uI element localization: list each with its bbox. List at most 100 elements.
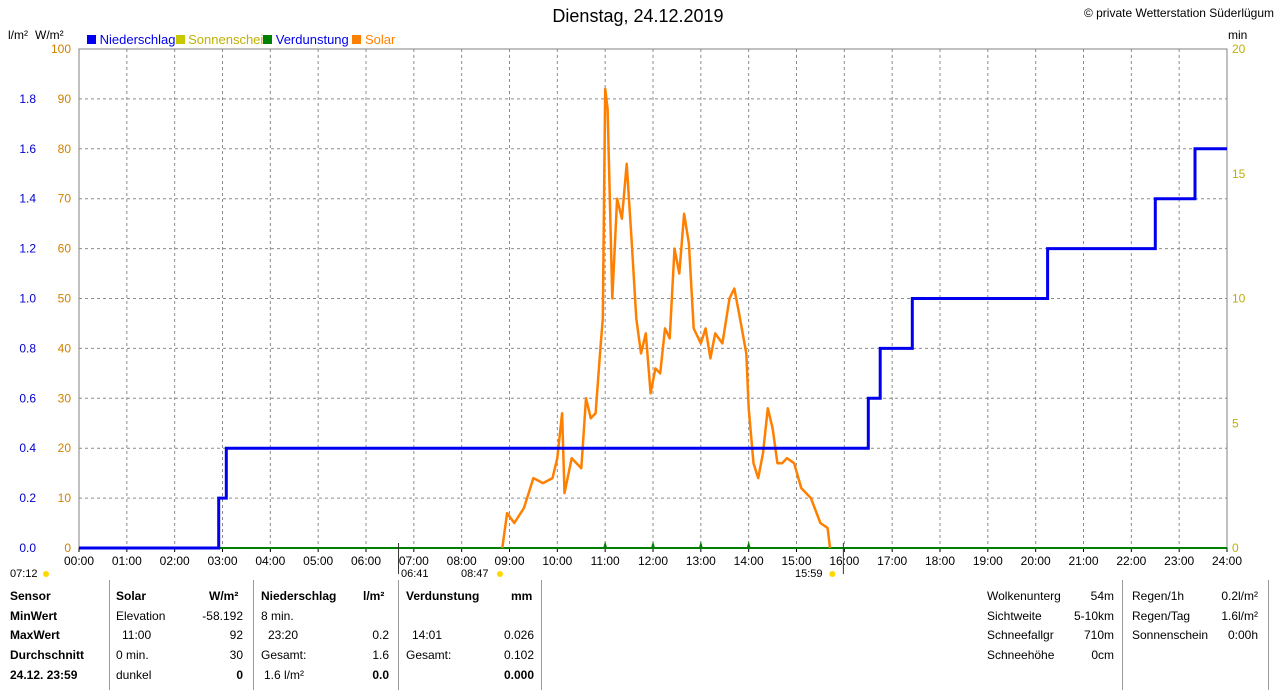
x-tick-label: 23:00 xyxy=(1164,554,1194,568)
sensor-header: Sensor xyxy=(10,589,51,603)
solar-current-label: dunkel xyxy=(116,668,152,682)
verdunstung-max-label: 14:01 xyxy=(412,628,443,642)
niederschlag-current-label: 1.6 l/m² xyxy=(264,668,305,682)
y-solar-tick-label: 80 xyxy=(58,142,72,156)
x-tick-label: 22:00 xyxy=(1116,554,1146,568)
x-tick-label: 11:00 xyxy=(591,554,620,568)
y-sunshine-tick-label: 15 xyxy=(1232,167,1246,181)
legend-niederschlag: Niederschlag xyxy=(99,32,176,48)
regen-tag-value: 1.6l/m² xyxy=(1221,609,1258,623)
sichtweite-label: Sichtweite xyxy=(987,609,1042,623)
solar-end-dot xyxy=(829,571,836,577)
wolkenunterg-label: Wolkenunterg xyxy=(987,589,1061,603)
y-solar-tick-label: 90 xyxy=(58,92,72,106)
solar-avg-value: 30 xyxy=(229,648,243,662)
durchschnitt-label: Durchschnitt xyxy=(10,648,85,662)
solar-max-value: 92 xyxy=(229,628,243,642)
solar-start-dot xyxy=(496,571,503,577)
chart-series xyxy=(79,87,1227,550)
solar-unit: W/m² xyxy=(209,589,239,603)
legend-verdunstung: Verdunstung xyxy=(275,32,349,48)
verdunstung-max-value: 0.026 xyxy=(503,628,534,642)
legend-swatch-niederschlag xyxy=(87,35,96,45)
sonnenschein-value: 0:00h xyxy=(1227,628,1258,642)
x-tick-label: 02:00 xyxy=(160,554,190,568)
marker-left-edge: 07:12 xyxy=(10,568,38,580)
marker-sunset: 15:59 xyxy=(795,568,823,580)
x-tick-label: 14:00 xyxy=(734,554,764,568)
x-tick-label: 24:00 xyxy=(1212,554,1242,568)
weather-chart: 00:00 01:00 02:00 03:00 04:00 05:00 06:00 07:00… xyxy=(19,42,1246,577)
y-precip-tick-label: 0.4 xyxy=(19,441,36,455)
solar-min-label: Elevation xyxy=(116,609,166,623)
marker-solar-start: 08:47 xyxy=(461,568,489,580)
x-tick-label: 13:00 xyxy=(686,554,716,568)
x-tick-label: 19:00 xyxy=(973,554,1003,568)
solar-max-label: 11:00 xyxy=(122,628,152,642)
regen-tag-label: Regen/Tag xyxy=(1132,609,1191,623)
niederschlag-max-value: 0.2 xyxy=(372,628,389,642)
x-tick-label: 06:00 xyxy=(351,554,381,568)
maxwert-label: MaxWert xyxy=(10,628,60,642)
y-precip-tick-label: 1.2 xyxy=(19,242,36,256)
x-tick-label: 15:00 xyxy=(781,554,811,568)
y-solar-tick-label: 0 xyxy=(64,541,71,555)
y-sunshine-tick-label: 0 xyxy=(1232,541,1239,555)
regen-1h-label: Regen/1h xyxy=(1132,589,1185,603)
x-tick-label: 01:00 xyxy=(112,554,142,568)
legend-swatch-verdunstung xyxy=(263,35,273,45)
copyright-text: © private Wetterstation Süderlügum xyxy=(1083,6,1274,20)
series-verdunstung-point xyxy=(746,541,751,548)
legend-swatch-solar xyxy=(352,35,362,45)
minwert-label: MinWert xyxy=(10,609,58,623)
chart-axes: 00:00 01:00 02:00 03:00 04:00 05:00 06:00 07:00… xyxy=(19,42,1245,568)
y-precip-tick-label: 0.2 xyxy=(19,491,36,505)
niederschlag-unit: l/m² xyxy=(363,589,385,603)
y-solar-tick-label: 100 xyxy=(51,42,71,56)
y-solar-tick-label: 30 xyxy=(58,391,72,405)
y-precip-tick-label: 0.6 xyxy=(19,391,36,405)
x-tick-label: 21:00 xyxy=(1068,554,1098,568)
verdunstung-current-value: 0.000 xyxy=(503,668,534,682)
y-precip-tick-label: 1.6 xyxy=(19,142,36,156)
x-tick-label: 09:00 xyxy=(494,554,524,568)
sonnenschein-label: Sonnenschein xyxy=(1132,628,1209,642)
niederschlag-total-value: 1.6 xyxy=(372,648,389,662)
series-niederschlag-line xyxy=(79,147,1227,550)
legend: Niederschlag Sonnenschein Verdunstung So… xyxy=(87,31,396,48)
schneefallgr-value: 710m xyxy=(1083,628,1114,642)
solar-min-value: -58.192 xyxy=(202,609,243,623)
chart-grid xyxy=(78,48,1228,549)
x-tick-label: 04:00 xyxy=(255,554,285,568)
marker-sunrise: 06:41 xyxy=(401,568,429,580)
legend-swatch-sonnenschein xyxy=(175,35,185,45)
x-tick-label: 20:00 xyxy=(1021,554,1051,568)
x-tick-label: 18:00 xyxy=(925,554,955,568)
unit-right: min xyxy=(1228,28,1248,42)
sichtweite-value: 5-10km xyxy=(1073,609,1114,623)
wolkenunterg-value: 54m xyxy=(1090,589,1114,603)
chart-markers xyxy=(43,543,844,577)
niederschlag-max-label: 23:20 xyxy=(268,628,299,642)
schneefallgr-label: Schneefallgr xyxy=(987,628,1054,642)
x-tick-label: 05:00 xyxy=(303,554,333,568)
solar-current-value: 0 xyxy=(236,668,243,682)
x-tick-label: 08:00 xyxy=(447,554,477,568)
solar-header: Solar xyxy=(116,589,147,603)
niederschlag-header: Niederschlag xyxy=(261,589,337,603)
y-precip-tick-label: 1.4 xyxy=(19,192,36,206)
series-verdunstung-point xyxy=(651,541,655,548)
series-solar-line xyxy=(501,87,832,549)
x-tick-label: 16:00 xyxy=(829,554,859,568)
page-title: Dienstag, 24.12.2019 xyxy=(552,6,724,26)
y-precip-tick-label: 1.8 xyxy=(19,92,36,106)
left-edge-dot xyxy=(43,571,49,577)
y-sunshine-tick-label: 20 xyxy=(1232,42,1246,56)
legend-solar: Solar xyxy=(365,32,396,48)
y-solar-tick-label: 70 xyxy=(58,192,72,206)
schneehoehe-label: Schneehöhe xyxy=(987,648,1055,662)
x-tick-label: 00:00 xyxy=(64,554,94,568)
x-tick-label: 10:00 xyxy=(542,554,572,568)
verdunstung-unit: mm xyxy=(511,589,533,603)
y-solar-tick-label: 10 xyxy=(58,491,72,505)
